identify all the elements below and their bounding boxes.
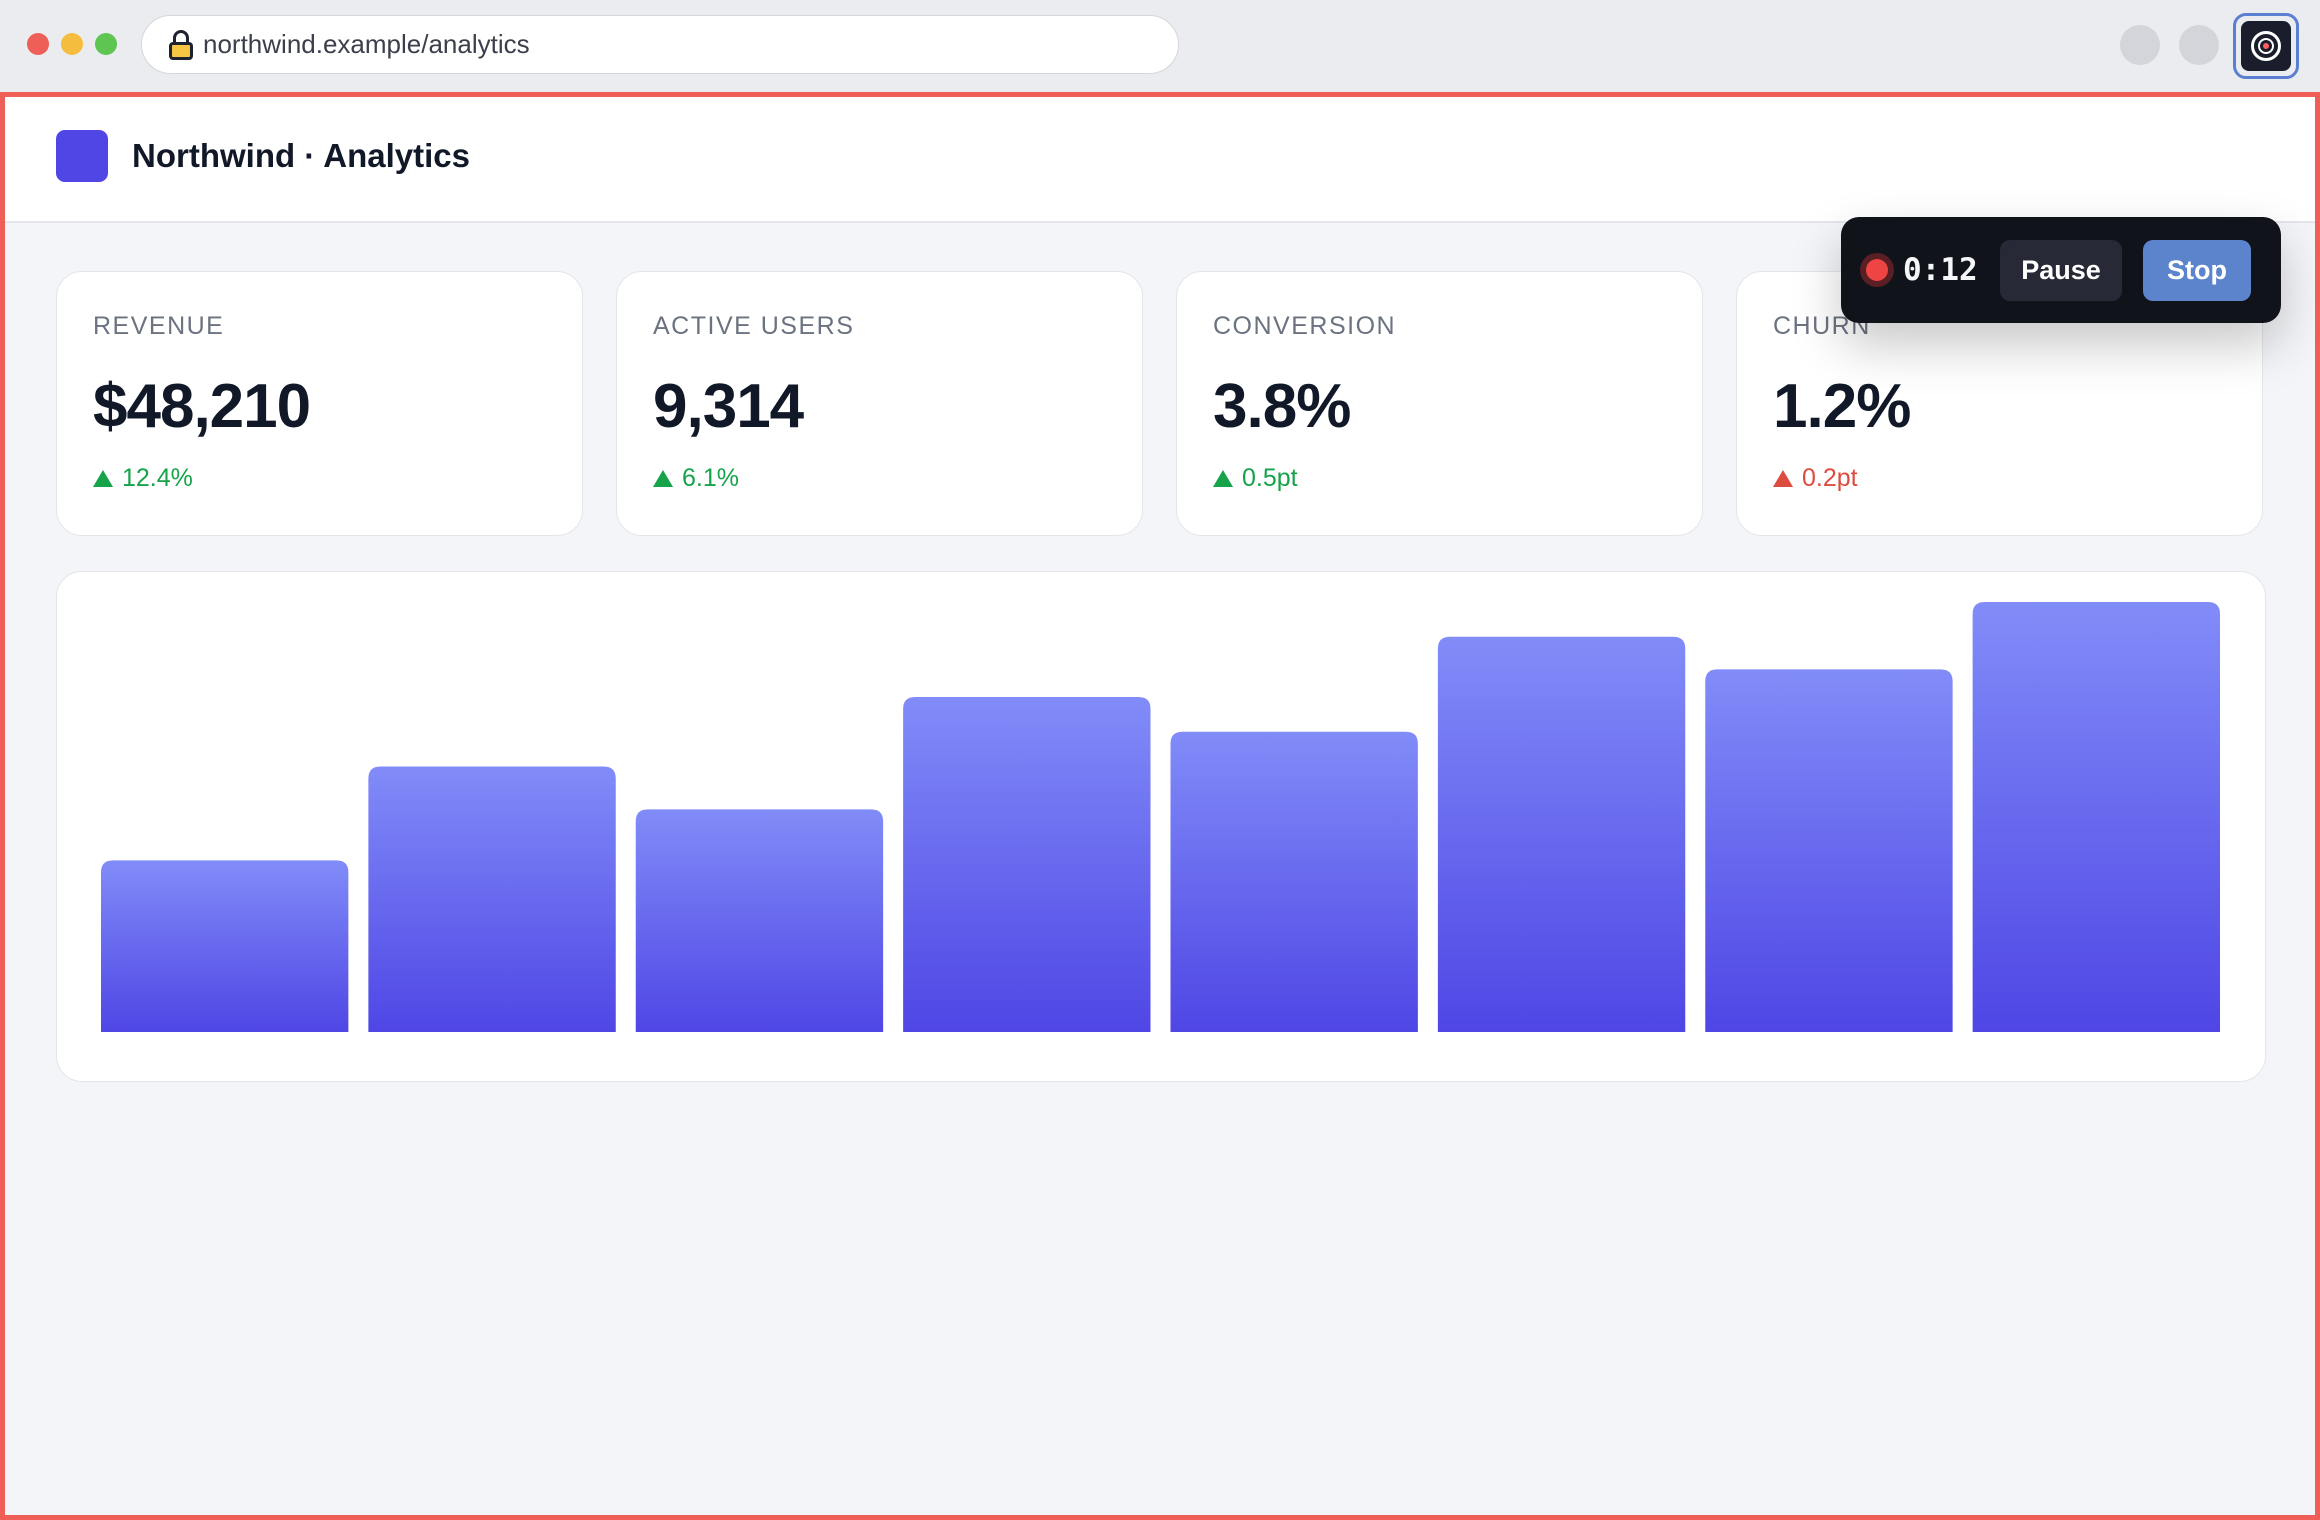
kpi-label: ACTIVE USERS	[653, 312, 855, 340]
chart-bar	[635, 809, 884, 1032]
kpi-card-revenue: REVENUE $48,210 12.4%	[56, 271, 583, 536]
stop-button[interactable]: Stop	[2143, 239, 2251, 301]
page-title: Northwind · Analytics	[132, 137, 470, 174]
kpi-card-conversion: CONVERSION 3.8% 0.5pt	[1176, 271, 1703, 536]
trend-up-icon	[93, 470, 113, 487]
bar-chart	[101, 602, 2220, 1032]
kpi-delta-value: 6.1%	[682, 464, 739, 492]
trend-up-icon	[1773, 470, 1793, 487]
app-logo	[56, 130, 108, 182]
chart-bar	[101, 860, 349, 1032]
kpi-delta: 12.4%	[93, 464, 546, 493]
extension-button[interactable]	[2120, 25, 2160, 65]
recording-controls: 0:12 Pause Stop	[1841, 217, 2281, 323]
kpi-delta-value: 0.2pt	[1802, 464, 1858, 492]
record-icon	[2251, 31, 2281, 61]
lock-icon	[169, 29, 193, 60]
kpi-delta: 6.1%	[653, 464, 1106, 493]
recording-timer: 0:12	[1903, 252, 1978, 288]
trend-up-icon	[653, 470, 673, 487]
recording-indicator-icon	[1860, 253, 1894, 287]
extension-button[interactable]	[2179, 25, 2219, 65]
kpi-row: REVENUE $48,210 12.4% ACTIVE USERS 9,314…	[56, 271, 2266, 536]
pause-button[interactable]: Pause	[2000, 239, 2122, 301]
bar-chart-card	[56, 571, 2266, 1082]
trend-up-icon	[1213, 470, 1233, 487]
chart-bar	[1437, 636, 1686, 1032]
address-bar[interactable]: northwind.example/analytics	[141, 15, 1179, 74]
chart-bar	[903, 696, 1151, 1032]
kpi-card-active-users: ACTIVE USERS 9,314 6.1%	[616, 271, 1143, 536]
kpi-label: CONVERSION	[1213, 312, 1397, 340]
kpi-value: 9,314	[653, 372, 804, 441]
chart-bar	[1972, 602, 2220, 1032]
kpi-value: $48,210	[93, 372, 311, 441]
kpi-label: REVENUE	[93, 312, 225, 340]
chart-bar	[1705, 669, 1953, 1032]
kpi-delta: 0.5pt	[1213, 464, 1666, 493]
chart-bar	[368, 766, 616, 1032]
url-text: northwind.example/analytics	[203, 29, 530, 59]
chart-bar	[1170, 731, 1418, 1032]
kpi-delta-value: 0.5pt	[1242, 464, 1298, 492]
minimize-window-button[interactable]	[61, 33, 83, 55]
screen-recorder-extension-button[interactable]	[2233, 13, 2299, 79]
kpi-delta-value: 12.4%	[122, 464, 193, 492]
kpi-value: 1.2%	[1773, 372, 1911, 441]
kpi-delta: 0.2pt	[1773, 464, 2226, 493]
maximize-window-button[interactable]	[95, 33, 117, 55]
close-window-button[interactable]	[27, 33, 49, 55]
browser-toolbar: northwind.example/analytics	[0, 0, 2320, 94]
app-header: Northwind · Analytics	[5, 97, 2315, 223]
kpi-value: 3.8%	[1213, 372, 1351, 441]
page-viewport: Northwind · Analytics REVENUE $48,210 12…	[0, 92, 2320, 1520]
